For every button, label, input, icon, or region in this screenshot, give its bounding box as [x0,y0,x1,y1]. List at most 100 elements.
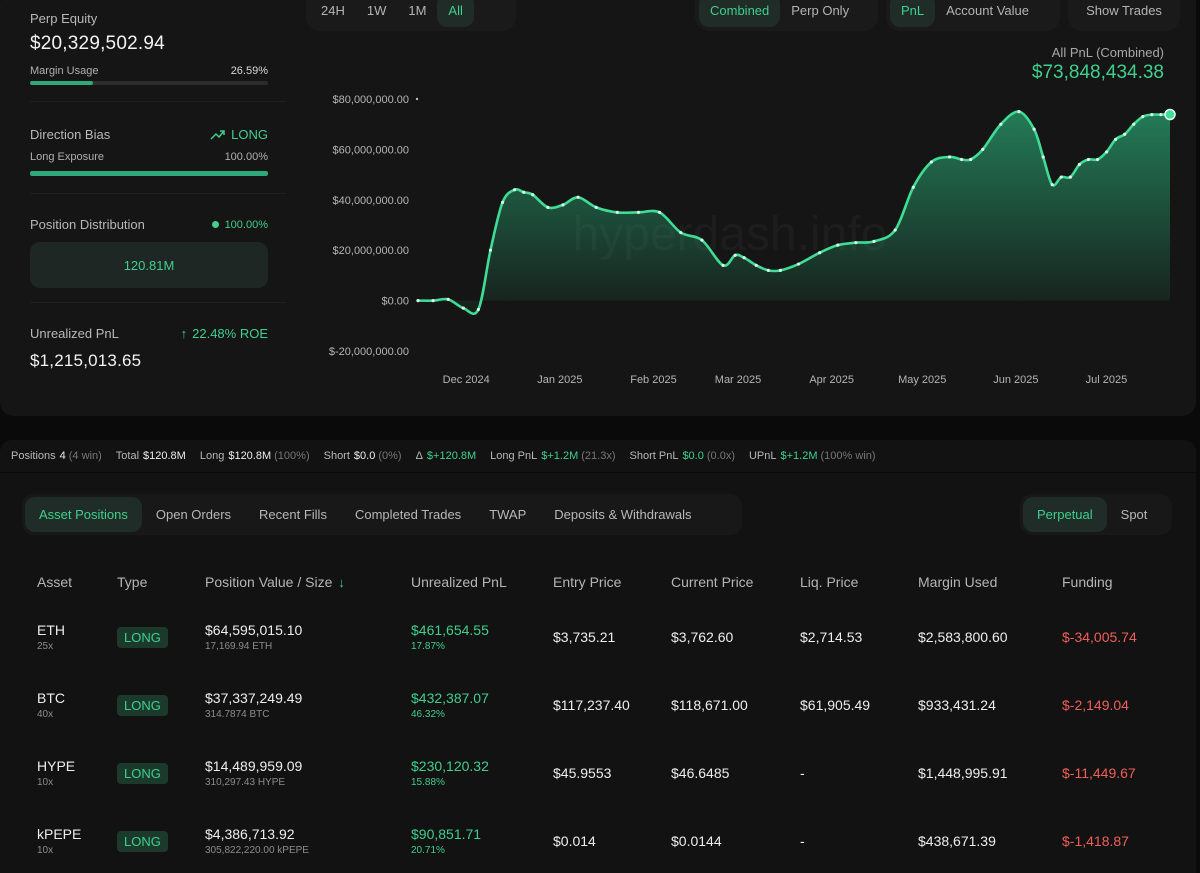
header-type[interactable]: Type [117,561,205,603]
data-point [1159,113,1163,117]
market-tabs: Perpetual Spot [1020,494,1172,535]
asset-leverage: 10x [37,845,54,856]
x-tick-label: Apr 2025 [809,374,854,386]
chart-title: All PnL (Combined) [1051,45,1164,60]
data-point [679,230,683,235]
margin-used-cell: $438,671.39 [918,807,1062,873]
equity-label: Perp Equity [30,11,98,26]
long-exposure-fill [30,171,268,176]
data-point [488,248,493,252]
mode-button-combined[interactable]: Combined [699,0,781,27]
data-point [1068,175,1072,179]
range-button-1w[interactable]: 1W [366,3,387,18]
current-price-cell: $46.6485 [671,739,800,807]
asset-cell[interactable]: BTC 40x [0,671,117,739]
data-point [1077,162,1081,167]
position-size: 310,297.43 HYPE [205,777,286,788]
table-row[interactable]: kPEPE 10x LONG $4,386,713.92 305,822,220.00 … [0,807,1196,873]
header-unrealized-pnl[interactable]: Unrealized PnL [411,561,553,603]
metric-button-pnl[interactable]: PnL [890,0,936,27]
data-point [796,262,801,266]
tab-open-orders[interactable]: Open Orders [155,507,232,522]
margin-used-cell: $2,583,800.60 [918,603,1062,671]
data-point [1132,122,1136,126]
liq-price-cell: - [800,807,918,873]
range-button-1m[interactable]: 1M [408,3,427,18]
header-position-value-size[interactable]: Position Value / Size ↓ [205,561,411,603]
data-point [854,241,858,245]
pnl-points [415,97,1176,312]
table-row[interactable]: BTC 40x LONG $37,337,249.49 314.7874 BTC $432… [0,671,1196,739]
market-tab-perpetual[interactable]: Perpetual [1023,497,1107,532]
market-tab-spot[interactable]: Spot [1120,507,1148,522]
current-price: $0.0144 [671,833,722,849]
tab-asset-positions[interactable]: Asset Positions [25,497,142,532]
funding-cell: $-1,418.87 [1062,807,1196,873]
type-cell: LONG [117,807,205,873]
funding: $-11,449.67 [1062,765,1136,781]
show-trades-segment: Show Trades [1068,0,1180,31]
data-point [1150,113,1154,117]
header-label: Funding [1062,574,1113,590]
asset-leverage: 10x [37,777,54,788]
header-asset[interactable]: Asset [0,561,117,603]
range-button-24h[interactable]: 24H [321,3,345,18]
liq-price-cell: $2,714.53 [800,603,918,671]
top-panel: Perp Equity $20,329,502.94 Margin Usage … [0,0,1196,416]
long-badge: LONG [117,762,168,784]
header-entry-price[interactable]: Entry Price [553,561,671,603]
data-point [721,263,725,267]
divider [30,101,286,102]
long-badge: LONG [117,830,168,852]
summary-short: Short $0.0 (0%) [323,450,402,462]
tab-deposits-withdrawals[interactable]: Deposits & Withdrawals [554,507,692,522]
range-button-all[interactable]: All [437,0,474,27]
metric-button-account-value[interactable]: Account Value [946,3,1030,18]
current-point-marker[interactable] [1164,108,1176,121]
distribution-bar[interactable]: 120.81M [30,242,268,288]
data-point [1041,155,1045,159]
pnl-chart[interactable]: hyperdash.info $80,000,000.00$60,000,000… [300,0,1196,416]
asset-cell[interactable]: kPEPE 10x [0,807,117,873]
data-point [446,297,450,301]
unrealized-pnl-pct: 15.88% [411,777,445,788]
unrealized-pnl-pct: 20.71% [411,845,445,856]
header-label: Type [117,574,148,590]
sort-desc-icon[interactable]: ↓ [338,575,345,590]
header-liq-price[interactable]: Liq. Price [800,561,918,603]
bias-value-text: LONG [231,127,268,142]
y-tick-label: $40,000,000.00 [333,195,409,207]
mode-button-perp-only[interactable]: Perp Only [791,3,850,18]
position-value-cell: $14,489,959.09 310,297.43 HYPE [205,739,411,807]
equity-block: Perp Equity $20,329,502.94 Margin Usage … [30,11,268,85]
header-funding[interactable]: Funding [1062,561,1196,603]
data-point [911,185,915,189]
tab-twap[interactable]: TWAP [489,507,527,522]
header-current-price[interactable]: Current Price [671,561,800,603]
liq-price: - [800,833,805,849]
funding: $-34,005.74 [1062,629,1137,645]
funding: $-2,149.04 [1062,697,1129,713]
pnl-area [418,111,1170,314]
tab-completed-trades[interactable]: Completed Trades [354,507,462,522]
unrealized-label: Unrealized PnL [30,326,119,341]
y-tick-label: $-20,000,000.00 [329,346,409,358]
entry-price-cell: $45.9553 [553,739,671,807]
data-point [416,299,420,303]
header-margin-used[interactable]: Margin Used [918,561,1062,603]
data-point [733,253,737,257]
table-row[interactable]: ETH 25x LONG $64,595,015.10 17,169.94 ETH $46… [0,603,1196,671]
positions-panel: Asset Positions Open Orders Recent Fills Co… [0,473,1196,873]
table-row[interactable]: HYPE 10x LONG $14,489,959.09 310,297.43 HYPE… [0,739,1196,807]
tab-recent-fills[interactable]: Recent Fills [259,507,327,522]
data-point [513,188,517,192]
table-header-row: Asset Type Position Value / Size ↓ Unrealize… [0,561,1196,603]
y-tick-label: $20,000,000.00 [333,245,409,257]
asset-cell[interactable]: HYPE 10x [0,739,117,807]
asset-leverage: 25x [37,641,54,652]
show-trades-button[interactable]: Show Trades [1086,3,1162,18]
data-point [1095,157,1100,162]
data-point [431,299,435,303]
unrealized-pnl-pct: 46.32% [411,709,445,720]
asset-cell[interactable]: ETH 25x [0,603,117,671]
